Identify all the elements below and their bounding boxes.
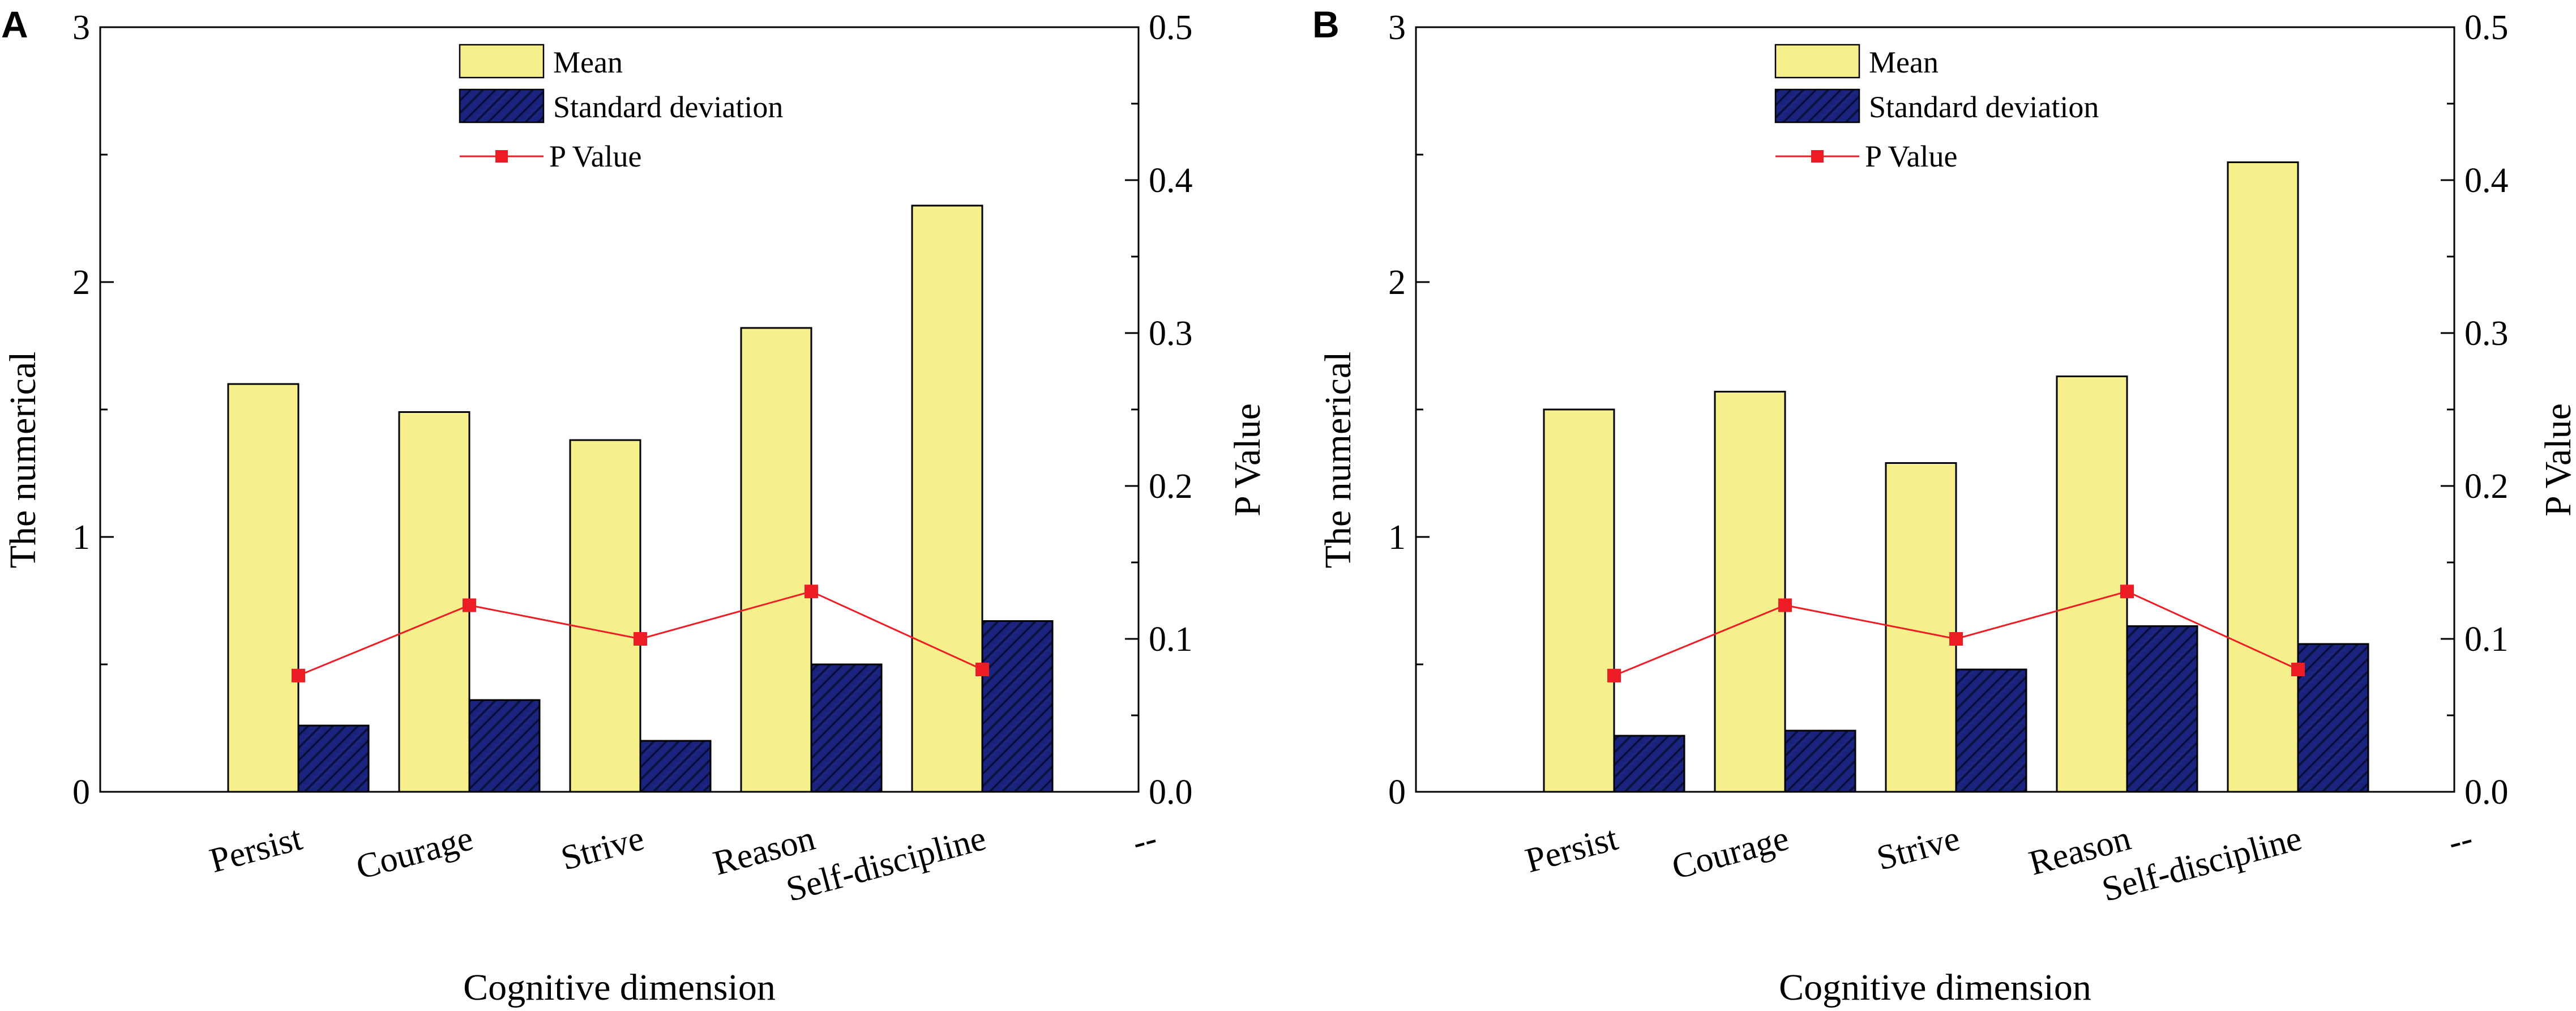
plot-frame: [1415, 26, 2455, 793]
right-axis-tick-label: 0.0: [2464, 773, 2509, 812]
right-axis-tick-label: 0.1: [2464, 620, 2509, 659]
legend-mean-swatch: [459, 44, 545, 79]
x-category-label: Courage: [1668, 819, 1792, 887]
bar-mean: [2056, 376, 2128, 793]
legend-mean-swatch: [1774, 44, 1860, 79]
x-category-label: Self-discipline: [2098, 819, 2306, 909]
plot-frame: [99, 26, 1140, 793]
right-axis-tick-label: 0.5: [2464, 8, 2509, 47]
bar-standard-deviation: [1784, 730, 1856, 793]
bar-mean: [2227, 161, 2299, 793]
bar-standard-deviation: [810, 663, 883, 793]
x-category-label: Persist: [1521, 819, 1621, 880]
p-value-marker: [2120, 585, 2134, 599]
right-axis-tick-label: 0.4: [2464, 161, 2509, 200]
right-axis-tick-label: 0.1: [1149, 620, 1193, 659]
bar-standard-deviation: [1613, 735, 1685, 793]
legend: Mean Standard deviation P Value: [1774, 44, 2099, 173]
legend-p-label: P Value: [1865, 139, 1958, 173]
left-axis-tick-label: 3: [72, 8, 90, 47]
right-axis-title: P Value: [1227, 403, 1268, 517]
p-value-marker: [292, 668, 305, 682]
x-category-label: Strive: [1873, 819, 1964, 878]
legend-mean-label: Mean: [1869, 45, 1939, 79]
x-category-label: Courage: [352, 819, 477, 887]
legend-p-label: P Value: [549, 139, 642, 173]
legend-sd-swatch: [459, 88, 545, 123]
legend-sd-label: Standard deviation: [553, 90, 783, 124]
left-axis-tick-label: 0: [72, 773, 90, 812]
x-axis-title: Cognitive dimension: [463, 967, 776, 1008]
legend-p-marker: [1811, 150, 1824, 163]
bar-mean: [227, 383, 299, 793]
left-axis-title: The numerical: [1317, 352, 1359, 569]
x-axis-title: Cognitive dimension: [1779, 967, 2091, 1008]
p-value-marker: [634, 632, 647, 646]
bar-standard-deviation: [2126, 625, 2198, 793]
left-axis-tick-label: 2: [72, 263, 90, 302]
right-axis-tick-label: 0.2: [1149, 467, 1193, 506]
panel-label: A: [1, 3, 28, 45]
p-value-marker: [463, 598, 476, 612]
right-axis-tick-label: 0.0: [1149, 773, 1193, 812]
left-axis-title: The numerical: [2, 352, 44, 569]
legend: Mean Standard deviation P Value: [459, 44, 783, 173]
left-axis-tick-label: 1: [1388, 518, 1406, 557]
left-axis-tick-label: 2: [1388, 263, 1406, 302]
bar-mean: [569, 439, 641, 793]
x-category-label: Persist: [206, 819, 306, 880]
p-value-marker: [1949, 632, 1963, 646]
p-value-marker: [975, 663, 989, 676]
bar-mean: [740, 327, 812, 793]
left-axis-tick-label: 0: [1388, 773, 1406, 812]
bar-mean: [1714, 391, 1786, 793]
panel-b: B The numerical P Value Cognitive dimens…: [1312, 3, 2576, 1008]
legend-sd-label: Standard deviation: [1869, 90, 2099, 124]
panel-a: A The numerical P Value Cognitive dimens…: [1, 3, 1268, 1008]
legend-p-marker: [495, 150, 508, 163]
panel-label: B: [1312, 3, 1340, 45]
bar-standard-deviation: [639, 740, 712, 793]
x-extra-tick-label: --: [2444, 819, 2476, 862]
bar-standard-deviation: [297, 724, 370, 793]
x-category-label: Strive: [557, 819, 648, 878]
left-axis-tick-label: 3: [1388, 8, 1406, 47]
x-category-label: Self-discipline: [782, 819, 990, 909]
x-extra-tick-label: --: [1128, 819, 1161, 862]
right-axis-tick-label: 0.3: [1149, 314, 1193, 353]
bar-standard-deviation: [2297, 643, 2369, 793]
bar-mean: [1543, 408, 1615, 793]
legend-sd-swatch: [1774, 88, 1860, 123]
right-axis-tick-label: 0.2: [2464, 467, 2509, 506]
bar-mean: [398, 411, 470, 793]
right-axis-tick-label: 0.5: [1149, 8, 1193, 47]
bar-standard-deviation: [981, 620, 1054, 793]
left-axis-tick-label: 1: [72, 518, 90, 557]
p-value-marker: [1778, 598, 1792, 612]
right-axis-title: P Value: [2538, 403, 2576, 517]
p-value-marker: [2291, 663, 2305, 676]
bar-standard-deviation: [468, 699, 541, 793]
right-axis-tick-label: 0.3: [2464, 314, 2509, 353]
bar-standard-deviation: [1955, 668, 2027, 793]
bar-mean: [911, 204, 983, 793]
right-axis-tick-label: 0.4: [1149, 161, 1193, 200]
p-value-marker: [1607, 668, 1621, 682]
p-value-marker: [805, 585, 818, 599]
legend-mean-label: Mean: [553, 45, 623, 79]
